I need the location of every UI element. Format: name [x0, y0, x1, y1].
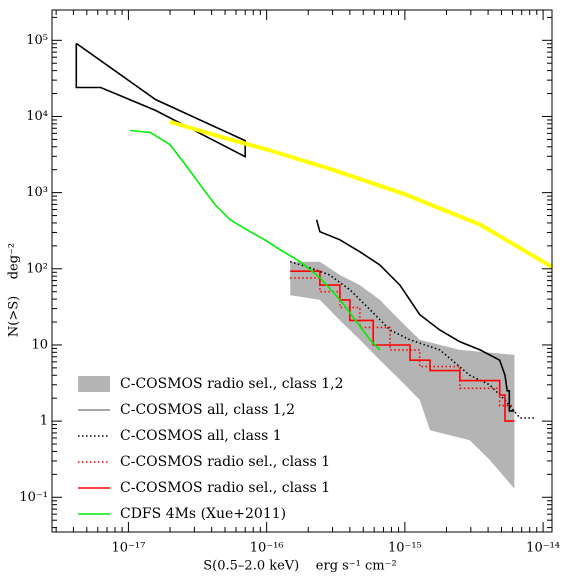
y-axis-label: N(>S) deg⁻² — [7, 243, 22, 337]
y-tick-label: 10⁻¹ — [19, 490, 48, 505]
legend-label: C-COSMOS all, class 1 — [120, 428, 282, 444]
x-axis-label: S(0.5–2.0 keV) erg s⁻¹ cm⁻² — [203, 559, 396, 574]
legend-label: CDFS 4Ms (Xue+2011) — [120, 506, 286, 522]
plot-frame — [51, 9, 553, 533]
x-tick-label: 10⁻¹⁷ — [112, 541, 146, 556]
x-tick-label: 10⁻¹⁶ — [250, 541, 284, 556]
legend-swatch — [78, 376, 110, 392]
line — [290, 277, 515, 407]
y-tick-label: 10³ — [26, 185, 48, 200]
legend-label: C-COSMOS radio sel., class 1,2 — [120, 376, 343, 392]
y-tick-label: 1 — [40, 414, 48, 429]
y-tick-label: 10 — [31, 337, 48, 352]
x-tick-label: 10⁻¹⁵ — [388, 541, 422, 556]
y-tick-label: 10⁵ — [26, 33, 48, 48]
legend-label: C-COSMOS all, class 1,2 — [120, 402, 295, 418]
line — [169, 119, 554, 269]
legend-label: C-COSMOS radio sel., class 1 — [120, 454, 330, 470]
polygon — [75, 42, 246, 159]
legend-label: C-COSMOS radio sel., class 1 — [120, 480, 330, 496]
line — [315, 219, 515, 412]
line — [290, 270, 515, 422]
y-tick-label: 10⁴ — [26, 109, 48, 124]
x-tick-label: 10⁻¹⁴ — [526, 541, 560, 556]
line — [130, 129, 381, 351]
band — [290, 261, 515, 489]
y-tick-label: 10² — [26, 261, 48, 276]
